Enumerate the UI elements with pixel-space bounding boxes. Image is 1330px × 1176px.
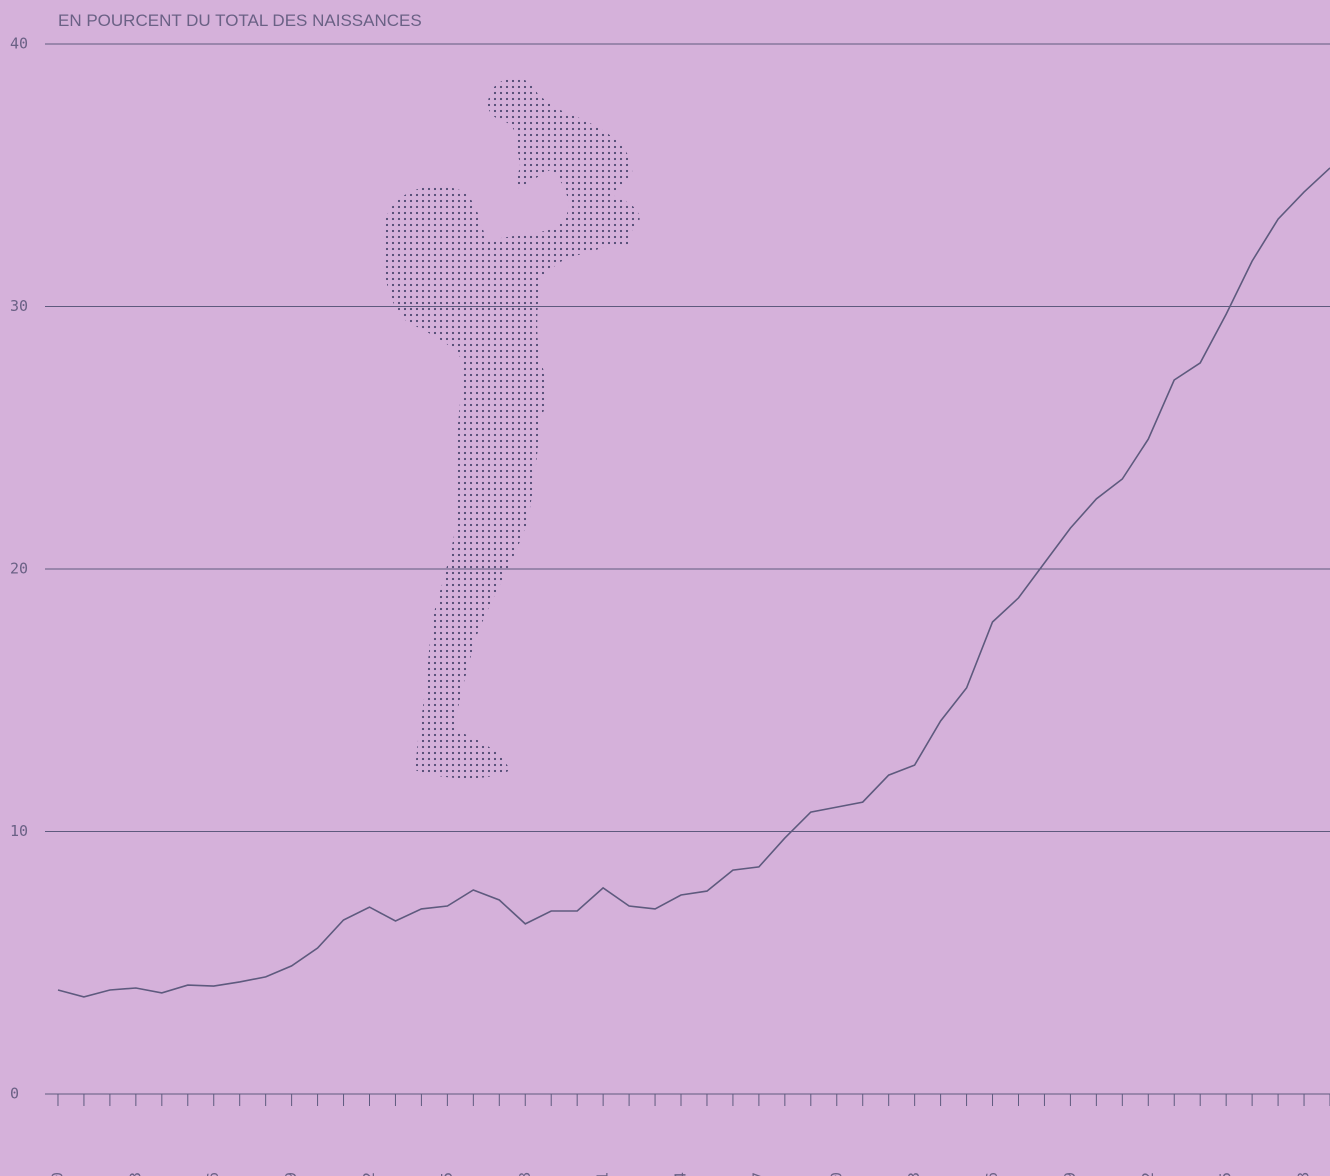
y-tick-label: 10 bbox=[10, 822, 28, 840]
x-tick-label: 1973 bbox=[126, 1172, 144, 1176]
x-tick-label: 1997 bbox=[749, 1172, 767, 1176]
x-tick-label: 1976 bbox=[204, 1172, 222, 1176]
chart-title: EN POURCENT DU TOTAL DES NAISSANCES bbox=[58, 11, 422, 30]
y-tick-label: 20 bbox=[10, 560, 28, 578]
y-tick-label: 0 bbox=[10, 1085, 19, 1103]
x-tick-label: 1988 bbox=[516, 1172, 534, 1176]
x-tick-label: 1991 bbox=[594, 1172, 612, 1176]
data-line bbox=[57, 167, 1330, 998]
x-tick-label: 1982 bbox=[360, 1172, 378, 1176]
y-tick-label: 40 bbox=[10, 35, 28, 53]
x-tick-label: 1994 bbox=[672, 1172, 690, 1176]
x-tick-label: 2015 bbox=[1217, 1172, 1235, 1176]
x-tick-label: 2006 bbox=[983, 1172, 1001, 1176]
x-tick-label: 1985 bbox=[438, 1172, 456, 1176]
x-tick-label: 2009 bbox=[1061, 1172, 1079, 1176]
x-tick-label: 1970 bbox=[48, 1172, 66, 1176]
x-tick-label: 2018 bbox=[1295, 1172, 1313, 1176]
x-tick-label: 1979 bbox=[282, 1172, 300, 1176]
x-tick-label: 2000 bbox=[827, 1172, 845, 1176]
silhouette bbox=[383, 78, 640, 779]
x-tick-label: 2012 bbox=[1139, 1172, 1157, 1176]
x-tick-label: 2003 bbox=[905, 1172, 923, 1176]
y-tick-label: 30 bbox=[10, 297, 28, 315]
